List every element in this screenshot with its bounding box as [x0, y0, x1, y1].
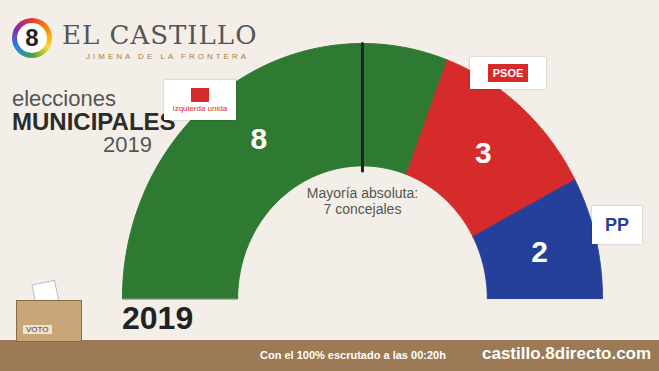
html-text:8: 8 [25, 24, 39, 51]
html-text:PSOE: PSOE [492, 67, 524, 79]
html-text:MUNICIPALES: MUNICIPALES [12, 108, 176, 135]
html-text:2019: 2019 [103, 132, 152, 157]
html-text:izquierda unida: izquierda unida [172, 103, 228, 113]
html-text:PP: PP [605, 214, 629, 235]
html-text:elecciones: elecciones [12, 86, 116, 111]
svg-text:8: 8 [250, 122, 267, 155]
html-text:VOTO: VOTO [26, 325, 49, 334]
html-text:Con el 100% escrutado a las 00: Con el 100% escrutado a las 00:20h [260, 349, 446, 361]
html-text:castillo.8directo.com: castillo.8directo.com [482, 344, 652, 363]
html-text:2019: 2019 [122, 300, 194, 336]
svg-text:Mayoría absoluta:7 concejales: Mayoría absoluta:7 concejales [307, 185, 418, 217]
svg-text:2: 2 [531, 235, 548, 268]
svg-text:3: 3 [475, 136, 492, 169]
html-text:EL CASTILLO: EL CASTILLO [62, 20, 258, 50]
html-text:JIMENA DE LA FRONTERA: JIMENA DE LA FRONTERA [86, 52, 249, 61]
